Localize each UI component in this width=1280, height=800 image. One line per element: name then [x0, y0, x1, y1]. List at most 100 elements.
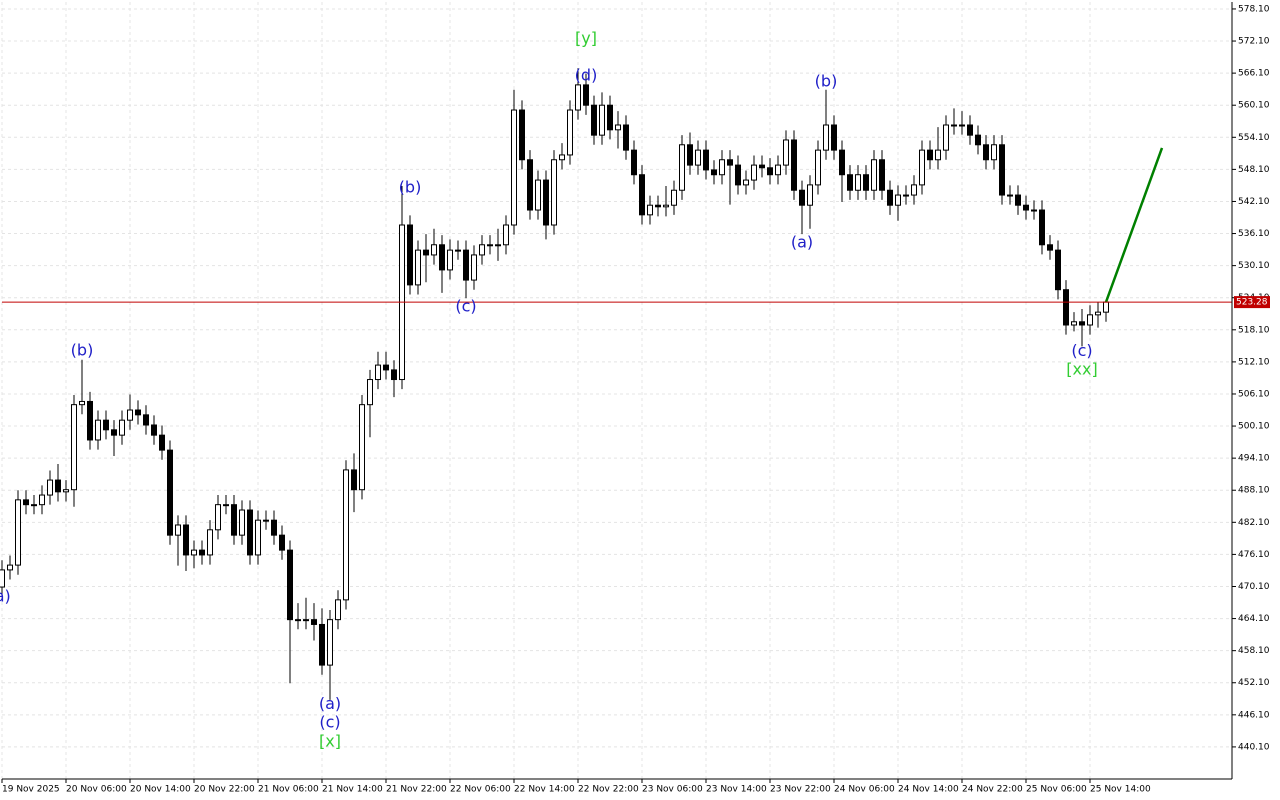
- candle-body: [151, 424, 157, 436]
- candle-body: [255, 519, 261, 556]
- wave-label: (d): [575, 65, 598, 84]
- candle-body: [567, 109, 573, 156]
- wave-label: (c): [1071, 341, 1092, 360]
- candle-body: [383, 364, 389, 371]
- candle-body: [191, 549, 197, 556]
- candle-body: [719, 159, 725, 176]
- candle-body: [343, 469, 349, 601]
- candle-body: [951, 124, 957, 127]
- candle-body: [495, 244, 501, 247]
- x-tick-label: 24 Nov 14:00: [898, 785, 959, 795]
- y-tick-label: 530.10: [1238, 261, 1270, 271]
- candle-body: [791, 139, 797, 191]
- candle-body: [1031, 209, 1037, 212]
- candle-body: [1079, 321, 1085, 326]
- candle-body: [559, 154, 565, 161]
- candle-body: [111, 429, 117, 436]
- wave-label: (b): [399, 178, 422, 197]
- candle-body: [855, 174, 861, 191]
- projection-line: [1104, 147, 1164, 303]
- candle-body: [391, 369, 397, 381]
- candle-body: [839, 149, 845, 176]
- y-tick-label: 554.10: [1238, 133, 1270, 143]
- wave-label: [y]: [575, 28, 597, 47]
- candle-body: [1095, 311, 1101, 316]
- candle-body: [479, 244, 485, 256]
- candle-body: [39, 494, 45, 506]
- candle-body: [1007, 194, 1013, 197]
- candle-body: [23, 499, 29, 506]
- candle-body: [215, 504, 221, 531]
- x-tick-label: 24 Nov 22:00: [962, 785, 1023, 795]
- candle-body: [1087, 314, 1093, 326]
- y-tick-label: 440.10: [1238, 742, 1270, 752]
- candle-body: [623, 124, 629, 151]
- candle-body: [591, 104, 597, 136]
- candle-body: [527, 159, 533, 211]
- x-tick-label: 20 Nov 06:00: [66, 785, 127, 795]
- x-tick-label: 21 Nov 06:00: [258, 785, 319, 795]
- candle-body: [631, 149, 637, 176]
- candle-body: [511, 109, 517, 226]
- candle-body: [143, 414, 149, 426]
- wave-label: (a): [0, 587, 11, 606]
- candle-body: [231, 504, 237, 536]
- candle-body: [327, 619, 333, 666]
- candle-body: [615, 124, 621, 131]
- candle-body: [831, 124, 837, 151]
- y-tick-label: 542.10: [1238, 197, 1270, 207]
- candle-body: [175, 524, 181, 536]
- candle-body: [943, 124, 949, 151]
- candle-body: [359, 404, 365, 491]
- candle-body: [703, 149, 709, 171]
- x-tick-label: 23 Nov 14:00: [706, 785, 767, 795]
- candle-body: [711, 169, 717, 176]
- candle-body: [751, 164, 757, 181]
- candle-body: [647, 204, 653, 216]
- candle-body: [207, 529, 213, 556]
- candle-body: [959, 124, 965, 127]
- candle-body: [87, 400, 93, 441]
- y-tick-label: 488.10: [1238, 486, 1270, 496]
- candle-body: [239, 509, 245, 536]
- candle-body: [1103, 301, 1109, 313]
- candle-body: [823, 124, 829, 151]
- candle-body: [335, 599, 341, 621]
- y-tick-label: 572.10: [1238, 37, 1270, 47]
- candle-body: [679, 144, 685, 191]
- candle-body: [431, 244, 437, 256]
- wave-label: (a): [791, 233, 813, 252]
- x-tick-label: 25 Nov 14:00: [1090, 785, 1151, 795]
- y-tick-label: 482.10: [1238, 518, 1270, 528]
- candle-body: [735, 164, 741, 186]
- candle-body: [423, 249, 429, 256]
- y-tick-label: 458.10: [1238, 646, 1270, 656]
- candle-body: [1047, 244, 1053, 251]
- candle-body: [167, 449, 173, 536]
- y-tick-label: 518.10: [1238, 325, 1270, 335]
- grid: [1, 2, 1232, 779]
- candle-body: [31, 504, 37, 507]
- candle-body: [927, 149, 933, 161]
- candle-body: [271, 519, 277, 536]
- candle-body: [7, 564, 13, 571]
- candle-body: [799, 189, 805, 206]
- candle-body: [15, 499, 21, 566]
- candle-body: [935, 149, 941, 161]
- y-tick-label: 536.10: [1238, 229, 1270, 239]
- candle-body: [687, 144, 693, 166]
- candle-body: [71, 404, 77, 491]
- candle-body: [247, 509, 253, 556]
- candle-body: [503, 224, 509, 246]
- candle-body: [351, 469, 357, 491]
- x-tick-label: 20 Nov 14:00: [130, 785, 191, 795]
- candle-body: [183, 524, 189, 556]
- candle-body: [159, 434, 165, 451]
- x-tick-label: 22 Nov 06:00: [450, 785, 511, 795]
- wave-label: (b): [815, 72, 838, 91]
- y-tick-label: 470.10: [1238, 582, 1270, 592]
- x-tick-label: 24 Nov 06:00: [834, 785, 895, 795]
- candle-body: [551, 159, 557, 226]
- candle-body: [487, 244, 493, 247]
